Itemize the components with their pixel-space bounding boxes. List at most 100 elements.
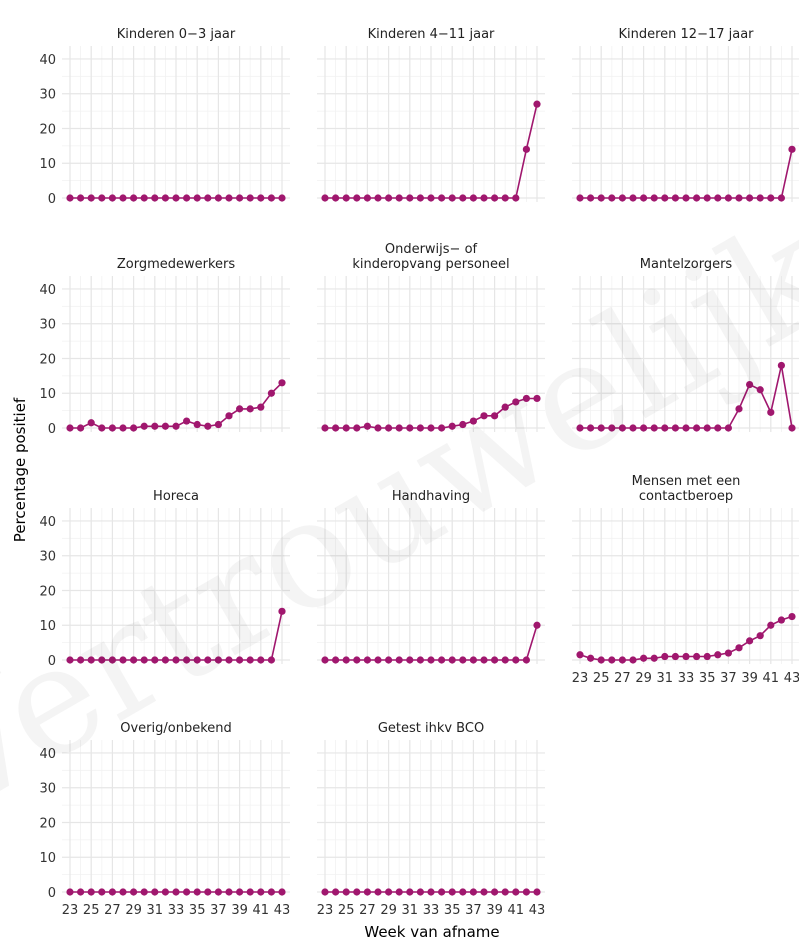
data-point — [459, 194, 467, 202]
data-point — [342, 424, 350, 432]
data-point — [714, 424, 722, 432]
data-point — [671, 424, 680, 432]
data-point — [363, 656, 371, 664]
data-point — [522, 145, 531, 153]
data-point — [161, 422, 169, 430]
data-point — [448, 194, 456, 202]
data-point — [66, 888, 74, 896]
panel: Kinderen 4−11 jaar — [317, 27, 545, 202]
data-point — [661, 652, 669, 661]
x-tick-label: 25 — [83, 903, 100, 918]
panel-title: Mensen met een — [632, 474, 741, 489]
data-point — [119, 656, 127, 664]
data-point — [746, 637, 754, 645]
y-axis-label: Percentage positief — [11, 397, 29, 542]
data-point — [618, 194, 627, 202]
data-point — [512, 888, 520, 896]
x-tick-label: 41 — [508, 903, 525, 918]
x-tick-label: 23 — [62, 903, 79, 918]
data-point — [87, 888, 95, 896]
y-tick-label: 30 — [39, 782, 56, 797]
data-point — [246, 194, 254, 202]
data-point — [246, 888, 254, 896]
data-point — [77, 194, 85, 202]
x-tick-label: 23 — [572, 671, 589, 686]
data-point — [236, 656, 244, 664]
panel: Kinderen 0−3 jaar 0 10 20 30 40 — [39, 27, 290, 207]
data-point — [278, 888, 286, 896]
data-point — [533, 394, 541, 403]
data-point — [363, 888, 371, 896]
data-point — [491, 888, 499, 896]
x-tick-label: 25 — [338, 903, 355, 918]
data-point — [416, 424, 424, 432]
x-tick-label: 39 — [231, 903, 248, 918]
data-point — [576, 424, 584, 432]
data-point — [204, 194, 212, 202]
data-point — [438, 888, 446, 896]
data-point — [459, 888, 467, 896]
data-point — [427, 424, 435, 432]
data-point — [98, 424, 106, 432]
data-point — [406, 194, 414, 202]
data-point — [587, 424, 595, 432]
data-point — [77, 656, 85, 664]
data-point — [151, 888, 159, 896]
data-point — [257, 194, 265, 202]
x-tick-label: 39 — [486, 903, 503, 918]
x-tick-label: 41 — [253, 903, 270, 918]
data-point — [629, 424, 637, 432]
data-point — [130, 656, 138, 664]
data-point — [236, 888, 244, 896]
data-point — [66, 194, 74, 202]
data-point — [576, 651, 584, 659]
x-tick-label: 39 — [741, 671, 758, 686]
data-point — [395, 424, 403, 432]
panel: Overig/onbekend 0 10 20 30 40 23 25 27 29 31 33 35 37… — [39, 721, 290, 918]
y-tick-label: 10 — [39, 157, 56, 172]
x-tick-label: 37 — [465, 903, 482, 918]
data-point — [214, 656, 222, 664]
data-point — [587, 194, 595, 202]
data-point — [130, 194, 138, 202]
data-point — [342, 888, 350, 896]
data-point — [406, 656, 414, 664]
panel-title: Mantelzorgers — [640, 257, 733, 272]
data-point — [746, 380, 754, 389]
data-point — [204, 422, 212, 430]
data-point — [77, 424, 85, 432]
panel-title: Kinderen 12−17 jaar — [618, 27, 754, 42]
data-point — [161, 656, 169, 664]
data-point — [119, 194, 127, 202]
data-point — [438, 656, 446, 664]
data-point — [459, 656, 467, 664]
data-point — [469, 194, 477, 202]
data-point — [236, 405, 244, 413]
data-point — [522, 656, 531, 664]
data-point — [140, 656, 148, 664]
data-point — [363, 422, 371, 430]
x-tick-label: 43 — [274, 903, 291, 918]
data-point — [533, 100, 541, 108]
data-point — [756, 632, 764, 640]
data-point — [332, 424, 340, 432]
panel-title: Overig/onbekend — [120, 721, 232, 736]
y-tick-label: 40 — [39, 515, 56, 530]
x-tick-label: 27 — [104, 903, 121, 918]
panel-title: contactberoep — [639, 489, 733, 504]
data-point — [151, 656, 159, 664]
data-point — [682, 424, 690, 432]
data-point — [724, 194, 733, 202]
data-point — [724, 424, 733, 432]
x-axis-label: Week van afname — [364, 923, 499, 941]
data-point — [512, 194, 520, 202]
x-tick-label: 31 — [147, 903, 164, 918]
x-tick-label: 43 — [784, 671, 799, 686]
data-point — [332, 888, 340, 896]
panel: Mantelzorgers — [572, 257, 799, 432]
data-point — [321, 424, 329, 432]
data-point — [640, 424, 648, 432]
data-point — [597, 424, 605, 432]
